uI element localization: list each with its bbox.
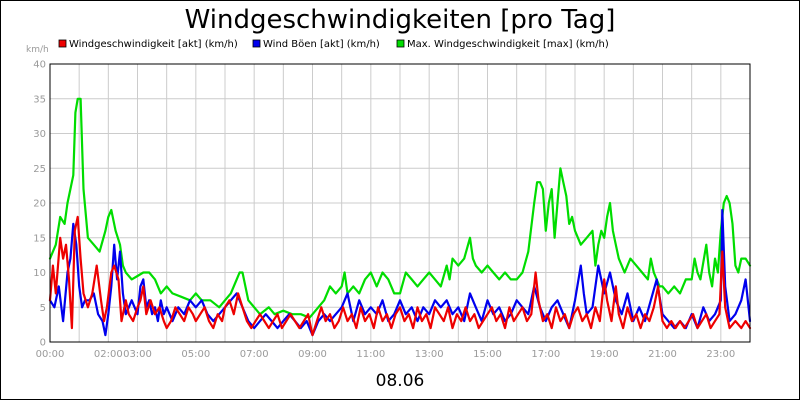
x-axis-date-label: 08.06: [376, 371, 425, 391]
x-tick-label: 11:00: [356, 349, 385, 360]
x-axis-ticks: 00:00 02:00 03:00 05:00 07:00 09:00 11:00 13:00…: [36, 349, 736, 360]
legend: Windgeschwindigkeit [akt] (km/h) Wind Bö…: [58, 39, 609, 50]
y-tick-label: 25: [33, 164, 46, 175]
y-tick-label: 5: [40, 303, 46, 314]
x-tick-label: 19:00: [590, 349, 619, 360]
legend-label-boeen: Wind Böen [akt] (km/h): [263, 39, 380, 50]
y-tick-label: 30: [33, 129, 46, 140]
legend-label-akt: Windgeschwindigkeit [akt] (km/h): [69, 39, 238, 50]
legend-swatch-max: [396, 39, 405, 48]
y-axis-unit: km/h: [26, 45, 49, 55]
legend-swatch-akt: [58, 39, 67, 48]
series-lines: [48, 97, 752, 337]
x-tick-label: 03:00: [123, 349, 152, 360]
x-tick-label: 17:00: [531, 349, 560, 360]
y-axis-ticks: 0 5 10 15 20 25 30 35 40: [33, 60, 46, 349]
series-line-2: [48, 215, 752, 337]
x-tick-label: 13:00: [415, 349, 444, 360]
series-line-1: [48, 208, 752, 337]
x-tick-label: 00:00: [36, 349, 65, 360]
y-tick-label: 40: [33, 60, 46, 71]
y-tick-label: 35: [33, 94, 46, 105]
x-tick-label: 05:00: [181, 349, 210, 360]
legend-label-max: Max. Windgeschwindigkeit [max] (km/h): [407, 39, 609, 50]
plot-area-border: [49, 63, 751, 343]
y-tick-label: 0: [40, 338, 46, 349]
y-tick-label: 15: [33, 233, 46, 244]
x-tick-label: 23:00: [706, 349, 735, 360]
legend-swatch-boeen: [252, 39, 261, 48]
chart-title: Windgeschwindigkeiten [pro Tag]: [185, 5, 616, 35]
x-tick-label: 09:00: [298, 349, 327, 360]
y-tick-label: 20: [33, 199, 46, 210]
x-tick-label: 15:00: [473, 349, 502, 360]
y-tick-label: 10: [33, 268, 46, 279]
x-tick-label: 07:00: [240, 349, 269, 360]
x-tick-label: 02:00: [94, 349, 123, 360]
x-tick-label: 21:00: [648, 349, 677, 360]
